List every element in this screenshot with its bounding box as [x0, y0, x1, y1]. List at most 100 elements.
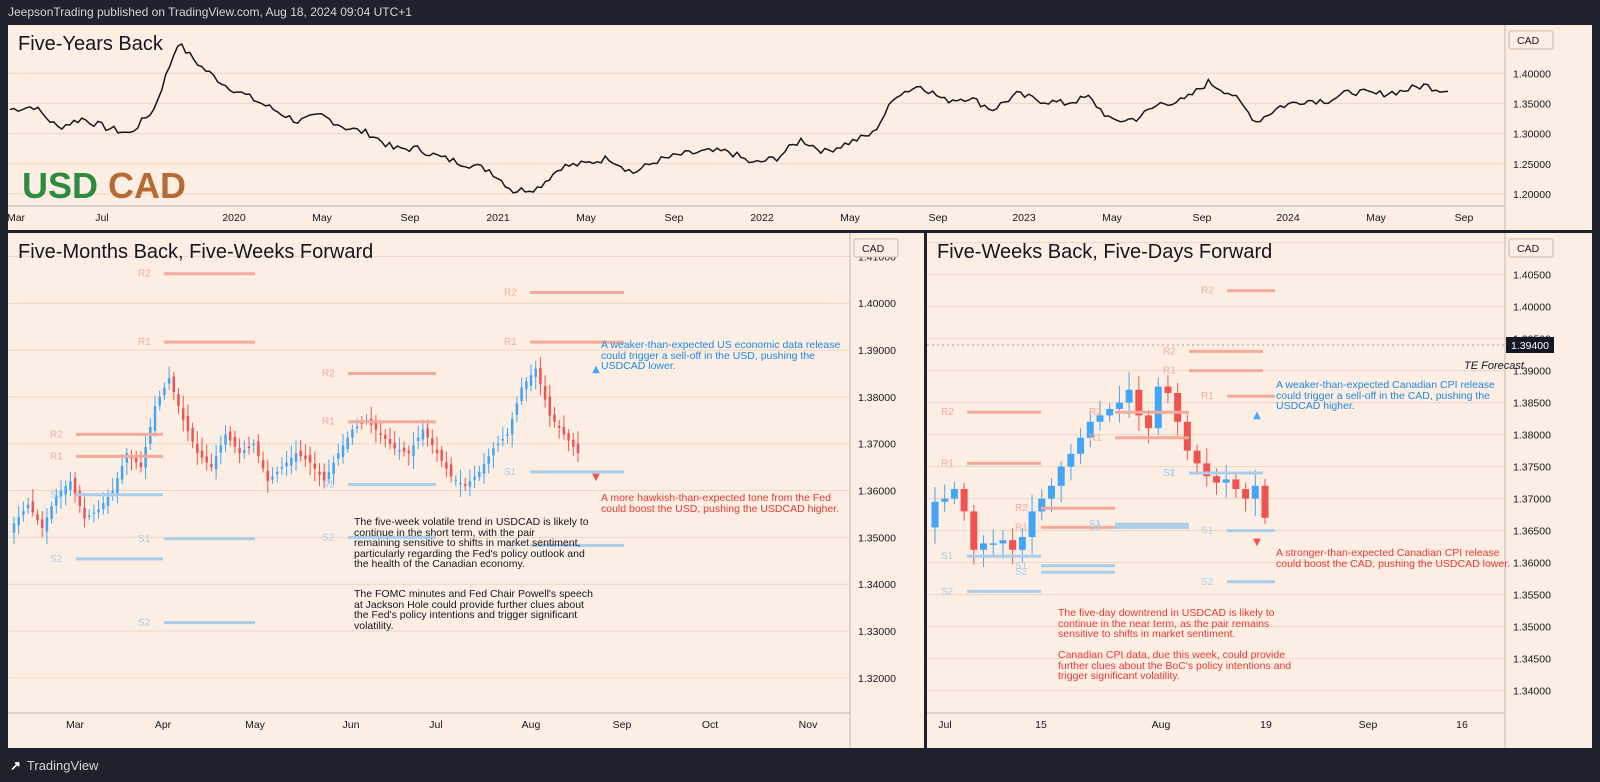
y-tick-label: 1.32000 [858, 673, 896, 685]
candle-down [393, 442, 396, 449]
panel-five-weeks: 1.410001.405001.400001.395001.390001.385… [927, 233, 1592, 748]
candle-up [167, 378, 171, 384]
candle-up [1251, 485, 1259, 499]
candle-up [102, 503, 105, 510]
candle-up [120, 465, 124, 480]
candle-down [445, 462, 448, 469]
x-tick-label: Mar [66, 719, 85, 731]
candle-down [1242, 489, 1250, 499]
candle-down [1212, 476, 1220, 483]
candle-down [134, 457, 138, 463]
candle-down [78, 490, 82, 506]
candle-down [299, 450, 302, 457]
panel-five-years: 1.40000 1.35000 1.30000 1.25000 1.20000 CAD Ma… [8, 25, 1592, 230]
candle-up [459, 482, 462, 485]
candle-down [304, 455, 307, 460]
x-tick-label: May [840, 212, 861, 224]
level-label: R1 [50, 451, 63, 462]
candle-down [191, 427, 194, 442]
candle-up [510, 418, 514, 435]
y-tick-label: 1.35000 [858, 532, 896, 544]
level-label: S2 [941, 586, 954, 597]
candle-up [1106, 409, 1114, 416]
candle-down [40, 519, 44, 529]
level-label: S2 [138, 618, 151, 629]
candle-up [999, 540, 1007, 544]
y-tick-label: 1.36000 [1513, 558, 1551, 570]
panel-title: Five-Years Back [18, 33, 163, 55]
candle-down [449, 464, 453, 477]
level-label: S1 [1163, 468, 1176, 479]
candle-down [181, 408, 185, 421]
candle-up [327, 471, 331, 480]
candle-down [238, 448, 241, 454]
candle-up [153, 406, 157, 431]
y-tick-label: 1.36000 [858, 486, 896, 498]
candle-up [69, 481, 72, 490]
candle-down [553, 414, 556, 422]
candle-down [440, 449, 443, 461]
level-label: S1 [50, 490, 63, 501]
level-label: R2 [1201, 286, 1214, 297]
candle-down [1203, 463, 1211, 477]
currency-label: CAD [1517, 243, 1540, 255]
x-tick-label: 2021 [486, 212, 510, 224]
candle-down [228, 431, 232, 441]
y-tick-label: 1.35000 [1513, 98, 1551, 110]
candle-up [219, 445, 223, 453]
candle-up [55, 495, 58, 506]
x-tick-label: May [1366, 212, 1387, 224]
candle-up [116, 478, 119, 494]
y-tick-label: 1.33000 [858, 626, 896, 638]
candle-up [285, 462, 288, 467]
y-tick-label: 1.40000 [858, 298, 896, 310]
candle-down [539, 367, 542, 385]
candle-up [1096, 415, 1104, 422]
candle-down [567, 433, 570, 441]
x-tick-label: Jun [343, 719, 360, 731]
currency-badge [853, 238, 899, 258]
up-arrow-icon: ▲ [1253, 410, 1261, 421]
candle-up [478, 471, 481, 477]
candle-down [1174, 393, 1182, 422]
level-label: R1 [1201, 391, 1214, 402]
candle-up [496, 443, 500, 446]
level-label: S1 [1089, 519, 1102, 530]
candle-up [1047, 485, 1055, 499]
candle-down [261, 460, 265, 469]
candle-up [26, 504, 30, 509]
candle-down [379, 433, 382, 435]
x-tick-label: 2023 [1012, 212, 1036, 224]
panel-title: Five-Months Back, Five-Weeks Forward [18, 241, 374, 263]
level-label: R2 [504, 287, 517, 298]
level-label: R1 [1015, 522, 1028, 533]
candle-up [45, 517, 49, 532]
footer: ↗ TradingView [0, 750, 1600, 782]
level-label: S1 [941, 551, 954, 562]
candle-up [1038, 498, 1046, 512]
y-tick-label: 1.37000 [1513, 494, 1551, 506]
y-tick-label: 1.36500 [1513, 526, 1551, 538]
y-tick-label: 1.40000 [1513, 302, 1551, 314]
candle-down [435, 449, 439, 454]
x-tick-label: Jul [95, 212, 108, 224]
note-catalyst: Canadian CPI data, due this week, could … [1058, 649, 1292, 682]
candle-up [989, 543, 997, 545]
x-tick-label: 2020 [222, 212, 246, 224]
publisher-header: JeepsonTrading published on TradingView.… [8, 5, 412, 19]
candle-down [463, 484, 467, 486]
candle-down [139, 462, 143, 468]
candle-down [196, 443, 199, 454]
forecast-price-badge [1506, 337, 1554, 353]
currency-badge [1508, 238, 1554, 258]
candle-down [247, 446, 251, 448]
x-tick-label: Jul [938, 719, 951, 731]
candle-up [1125, 389, 1133, 403]
y-tick-label: 1.38000 [858, 392, 896, 404]
level-label: R2 [1015, 503, 1028, 514]
candle-down [360, 422, 364, 425]
candle-up [337, 453, 340, 459]
chart-five-months: 1.410001.400001.390001.380001.370001.360… [8, 233, 899, 748]
candle-up [106, 496, 110, 507]
candle-up [87, 515, 91, 518]
